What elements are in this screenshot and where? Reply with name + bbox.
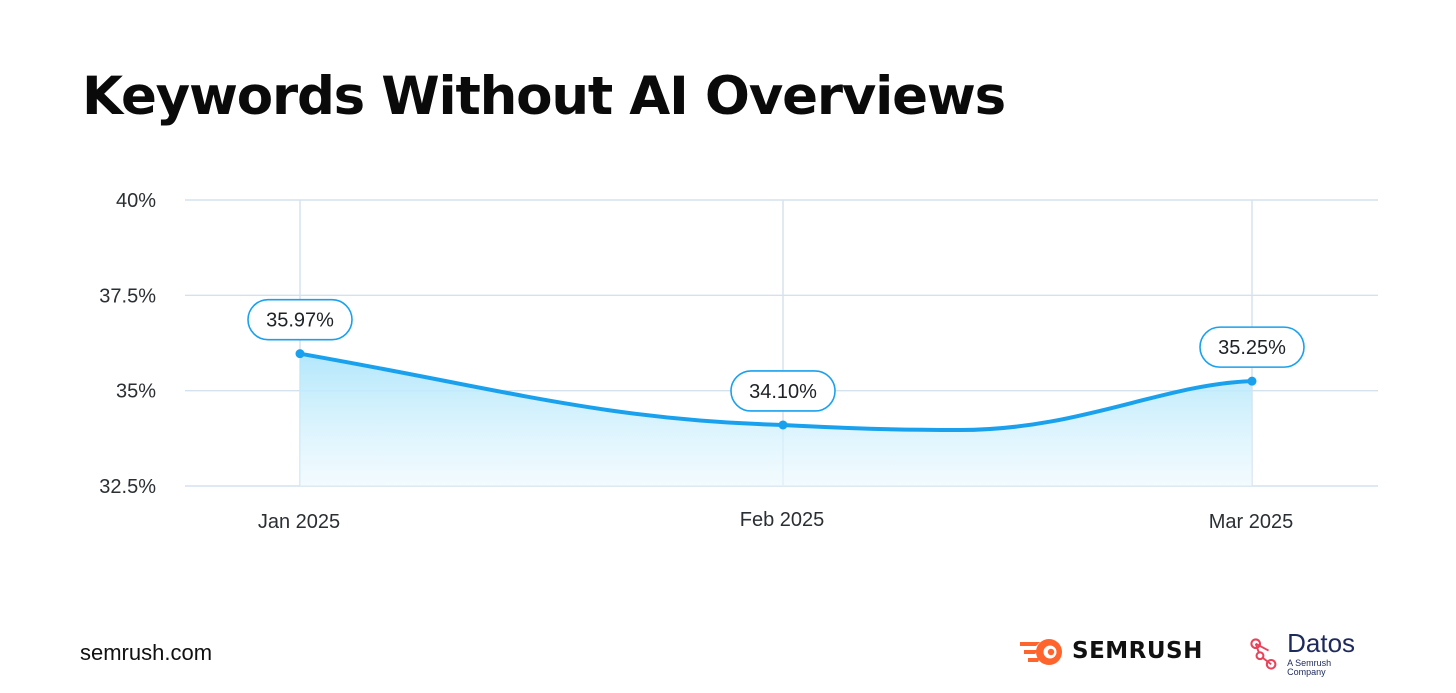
chart-title: Keywords Without AI Overviews xyxy=(82,66,1006,127)
datos-nodes-icon xyxy=(1250,637,1277,670)
data-label-pill xyxy=(1199,326,1305,368)
data-point[interactable] xyxy=(778,420,788,430)
y-tick-label: 35% xyxy=(116,381,156,403)
data-label-pill xyxy=(730,370,836,412)
data-label: 35.97% xyxy=(266,310,334,332)
data-point[interactable] xyxy=(295,349,305,359)
semrush-logo: SEMRUSH xyxy=(1018,636,1203,666)
y-tick-label: 40% xyxy=(116,190,156,212)
datos-wordmark: Datos xyxy=(1287,628,1356,658)
y-tick-label: 32.5% xyxy=(99,476,156,498)
data-label: 35.25% xyxy=(1218,337,1286,359)
x-tick-label: Feb 2025 xyxy=(740,509,825,531)
series-line xyxy=(298,351,1254,432)
semrush-flame-icon xyxy=(1020,639,1062,665)
semrush-wordmark: SEMRUSH xyxy=(1072,638,1203,664)
data-label: 34.10% xyxy=(749,381,817,403)
x-tick-label: Mar 2025 xyxy=(1209,511,1294,533)
datos-tagline: A Semrush Company xyxy=(1287,658,1332,677)
footer-site-link[interactable]: semrush.com xyxy=(80,640,213,665)
data-label-pill xyxy=(247,298,353,341)
y-tick-label: 37.5% xyxy=(99,285,156,307)
series-area xyxy=(300,353,1252,486)
data-point[interactable] xyxy=(1247,376,1257,386)
datos-logo: Datos A Semrush Company xyxy=(1248,630,1360,677)
x-tick-label: Jan 2025 xyxy=(258,511,340,533)
line-chart: 40% 37.5% 35% 32.5% Jan 2025 Feb 2025 Mar 202… xyxy=(99,190,1378,533)
